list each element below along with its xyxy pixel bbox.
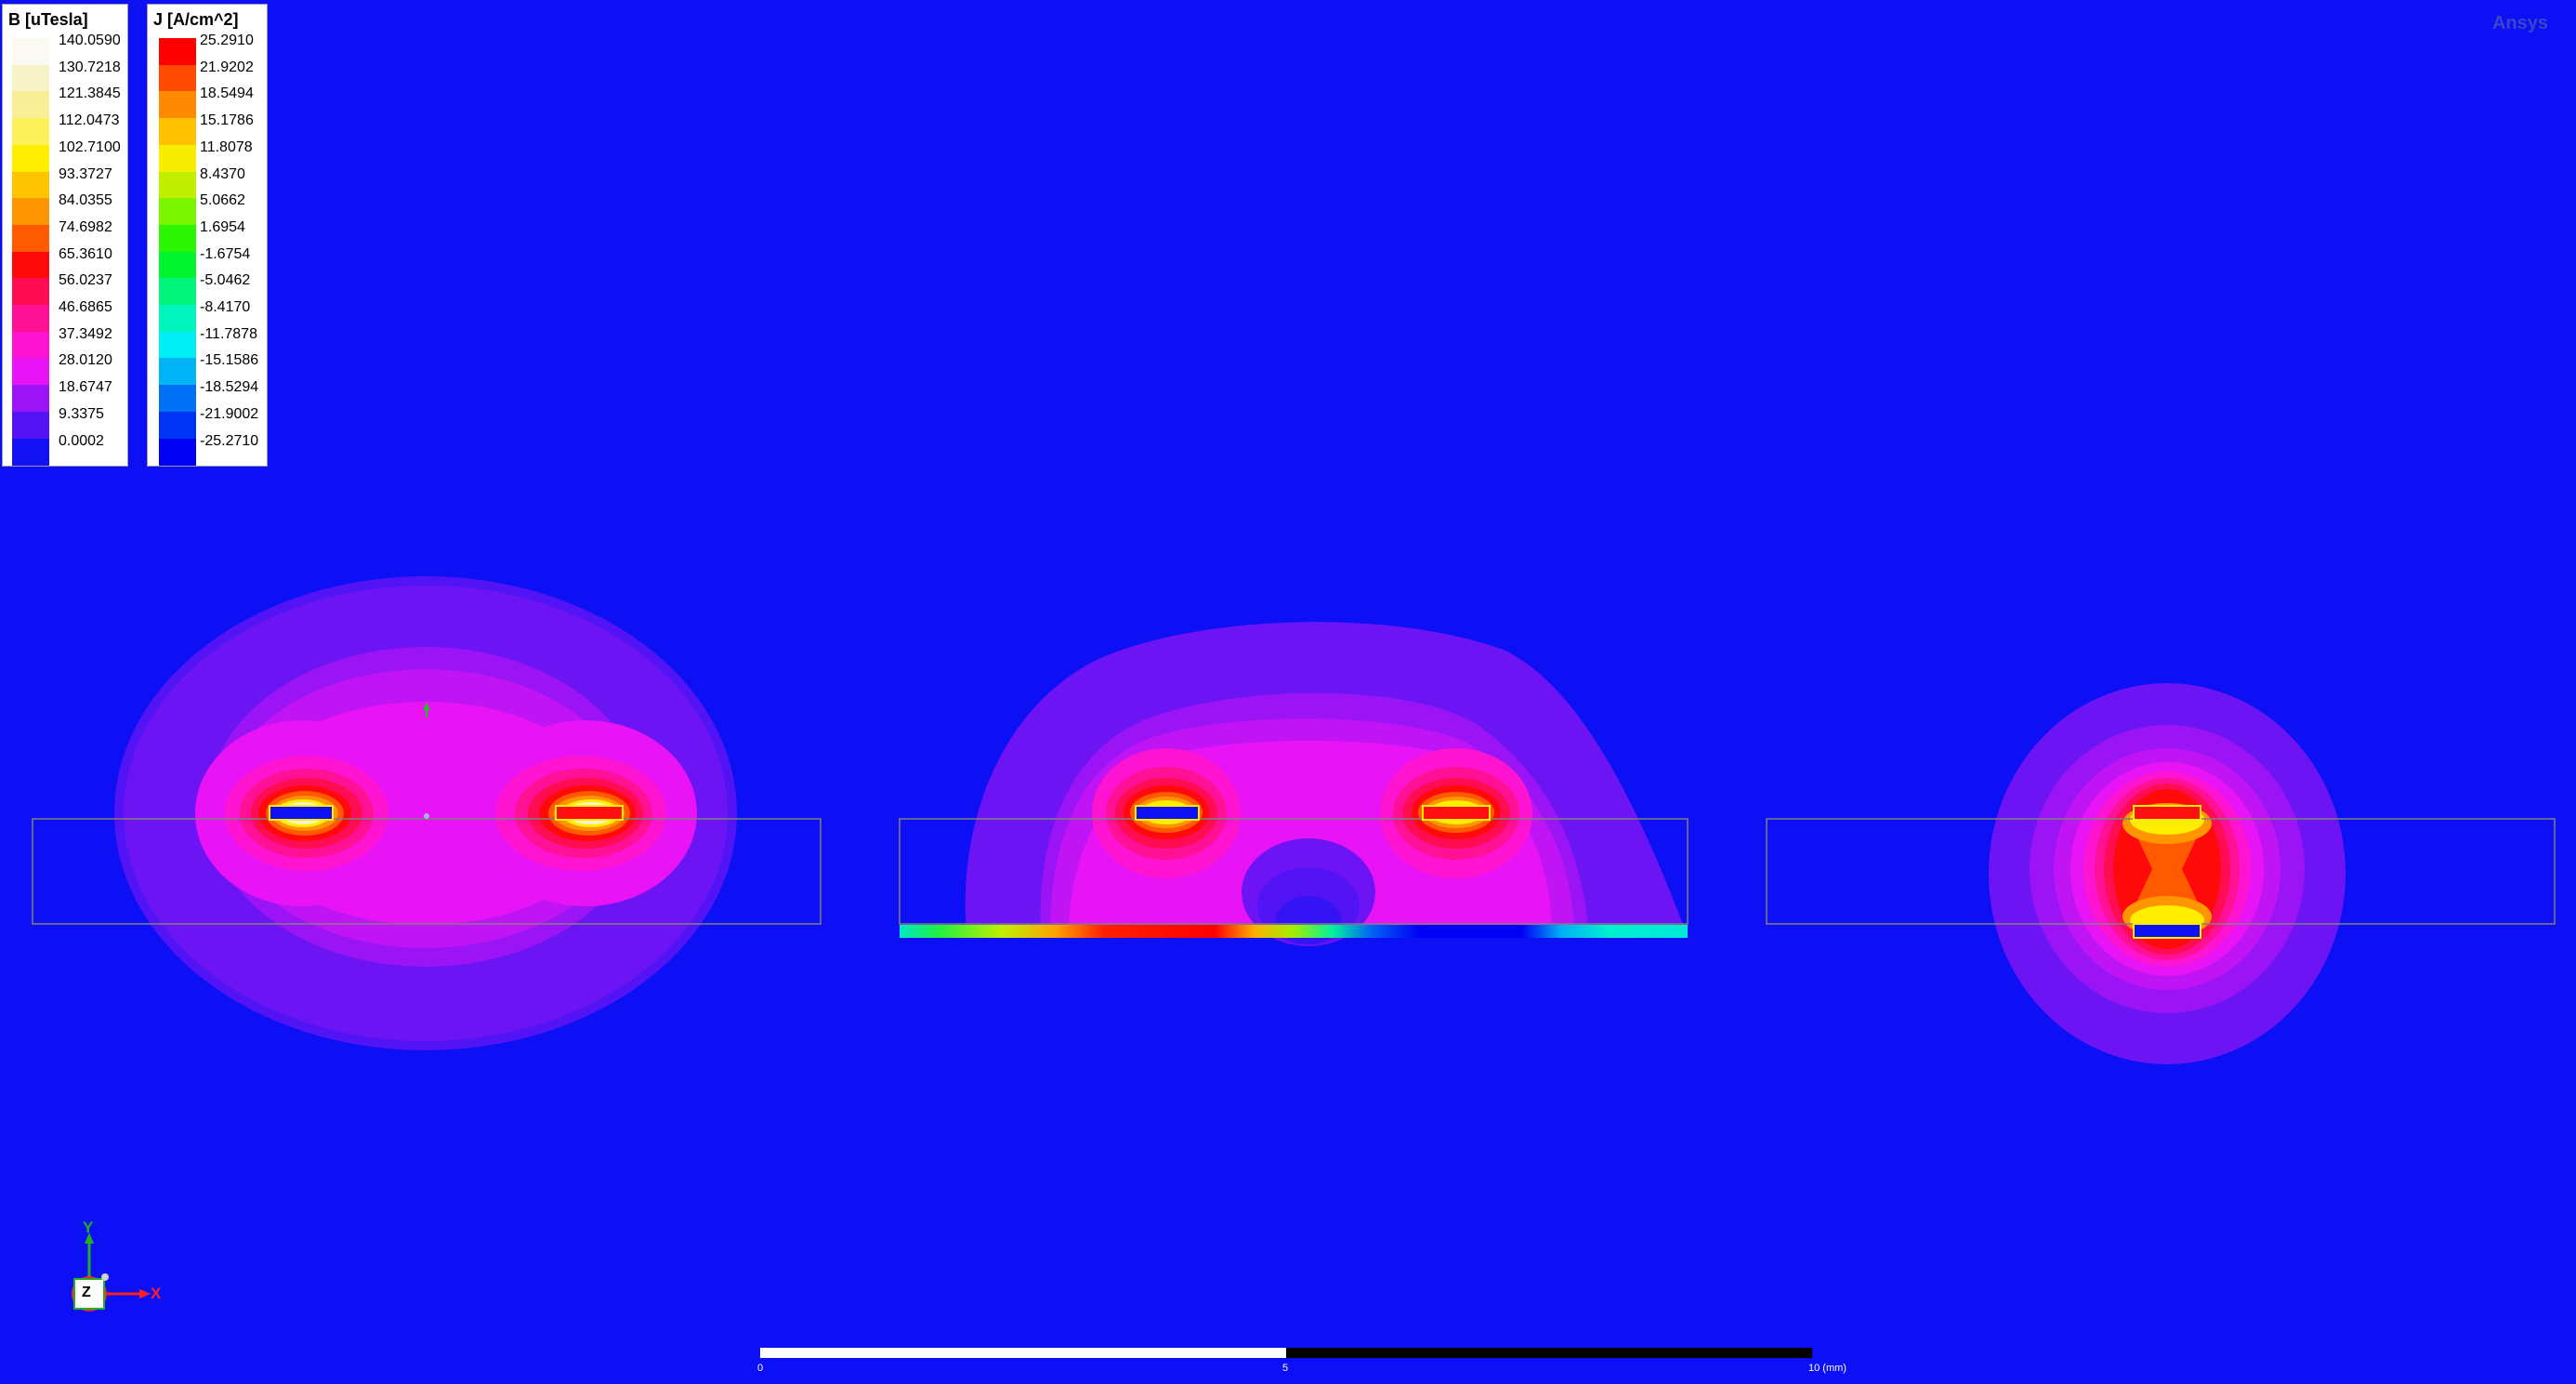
plot-3-conductor-bottom[interactable] xyxy=(2134,924,2201,938)
scale-label-mid: 5 xyxy=(1282,1363,1288,1374)
scale-label-start: 0 xyxy=(757,1363,763,1374)
legend-b-value: 37.3492 xyxy=(59,326,112,343)
scale-bar xyxy=(760,1348,1812,1358)
legend-b-swatch xyxy=(12,439,49,466)
legend-j-value: 18.5494 xyxy=(200,86,254,102)
legend-j-swatch xyxy=(159,439,196,466)
legend-b-value: 9.3375 xyxy=(59,406,104,423)
legend-b-swatch xyxy=(12,332,49,359)
legend-j-swatch xyxy=(159,172,196,199)
legend-b-value: 28.0120 xyxy=(59,352,112,369)
legend-b-swatch xyxy=(12,65,49,92)
legend-b-swatch xyxy=(12,358,49,385)
plot-1-field xyxy=(114,576,737,1050)
legend-b-value: 112.0473 xyxy=(59,112,120,129)
legend-j-value: -15.1586 xyxy=(200,352,258,369)
plot-2-field xyxy=(966,622,1687,946)
legend-j-swatch xyxy=(159,38,196,65)
plot-1-conductor-left[interactable] xyxy=(269,806,333,820)
legend-b-value: 74.6982 xyxy=(59,219,112,236)
axis-z-label: Z xyxy=(82,1285,91,1301)
legend-b-swatch xyxy=(12,38,49,65)
legend-j-value: -1.6754 xyxy=(200,246,250,263)
legend-b-value: 121.3845 xyxy=(59,86,121,102)
legend-j-value: -21.9002 xyxy=(200,406,258,423)
legend-j-row: -25.2710 xyxy=(159,439,270,466)
legend-b-swatch xyxy=(12,118,49,145)
plot-2-conductor-left[interactable] xyxy=(1136,806,1199,820)
legend-j-value: 8.4370 xyxy=(200,166,245,183)
legend-j-swatch xyxy=(159,358,196,385)
scale-label-end: 10 (mm) xyxy=(1808,1363,1847,1374)
legend-j-swatch xyxy=(159,118,196,145)
legend-j-swatch xyxy=(159,225,196,252)
legend-j-swatch xyxy=(159,332,196,359)
legend-j-swatch xyxy=(159,91,196,118)
legend-b-swatch xyxy=(12,172,49,199)
legend-j-value: -5.0462 xyxy=(200,272,250,289)
legend-b-value: 46.6865 xyxy=(59,299,112,316)
legend-j-swatch xyxy=(159,198,196,225)
legend-b-swatch xyxy=(12,91,49,118)
legend-j-swatch xyxy=(159,278,196,305)
plot-2-conductor-right[interactable] xyxy=(1423,806,1490,820)
legend-b-title: B [uTesla] xyxy=(8,10,88,30)
plot-3-conductor-top[interactable] xyxy=(2134,806,2201,820)
legend-j-swatch xyxy=(159,65,196,92)
plot-3-field xyxy=(1989,683,2346,1064)
legend-b-value: 140.0590 xyxy=(59,33,121,49)
legend-j-value: 5.0662 xyxy=(200,192,245,209)
axis-x-label: X xyxy=(151,1285,161,1303)
axis-y-label: Y xyxy=(83,1219,93,1237)
legend-b-value: 0.0002 xyxy=(59,433,104,450)
plot-2-current-strip[interactable] xyxy=(900,925,1688,938)
legend-b-swatch xyxy=(12,278,49,305)
legend-b-value: 93.3727 xyxy=(59,166,112,183)
legend-j-value: 1.6954 xyxy=(200,219,245,236)
legend-j-value: -11.7878 xyxy=(200,326,257,343)
legend-j-swatch xyxy=(159,385,196,412)
legend-j-value: 15.1786 xyxy=(200,112,254,129)
legend-b-value: 18.6747 xyxy=(59,379,112,396)
ansys-logo: Ansys xyxy=(2492,13,2548,34)
legend-b-swatch xyxy=(12,225,49,252)
legend-j-value: -8.4170 xyxy=(200,299,250,316)
legend-j-value: -25.2710 xyxy=(200,433,258,450)
legend-j-swatch xyxy=(159,252,196,279)
legend-b-swatch xyxy=(12,145,49,172)
legend-j-swatch xyxy=(159,145,196,172)
legend-b-row: 0.0002 xyxy=(12,439,124,466)
legend-b-value: 65.3610 xyxy=(59,246,112,263)
legend-j-value: 11.8078 xyxy=(200,139,253,156)
legend-j-swatch xyxy=(159,305,196,332)
legend-b-swatch xyxy=(12,252,49,279)
legend-b-field[interactable]: B [uTesla] 140.0590 130.7218 121.3845 112.0… xyxy=(2,4,128,467)
legend-b-swatch xyxy=(12,198,49,225)
legend-b-value: 56.0237 xyxy=(59,272,112,289)
legend-j-value: 21.9202 xyxy=(200,59,254,76)
legend-j-title: J [A/cm^2] xyxy=(153,10,239,30)
legend-b-value: 84.0355 xyxy=(59,192,112,209)
legend-j-swatch xyxy=(159,412,196,439)
legend-b-swatch xyxy=(12,385,49,412)
legend-j-value: -18.5294 xyxy=(200,379,258,396)
legend-j-value: 25.2910 xyxy=(200,33,254,49)
legend-b-swatch xyxy=(12,305,49,332)
plot-1-conductor-right[interactable] xyxy=(556,806,623,820)
legend-b-value: 130.7218 xyxy=(59,59,121,76)
legend-b-value: 102.7100 xyxy=(59,139,121,156)
legend-b-swatch xyxy=(12,412,49,439)
legend-j-current-density[interactable]: J [A/cm^2] 25.2910 21.9202 18.5494 15.1786 1… xyxy=(147,4,268,467)
